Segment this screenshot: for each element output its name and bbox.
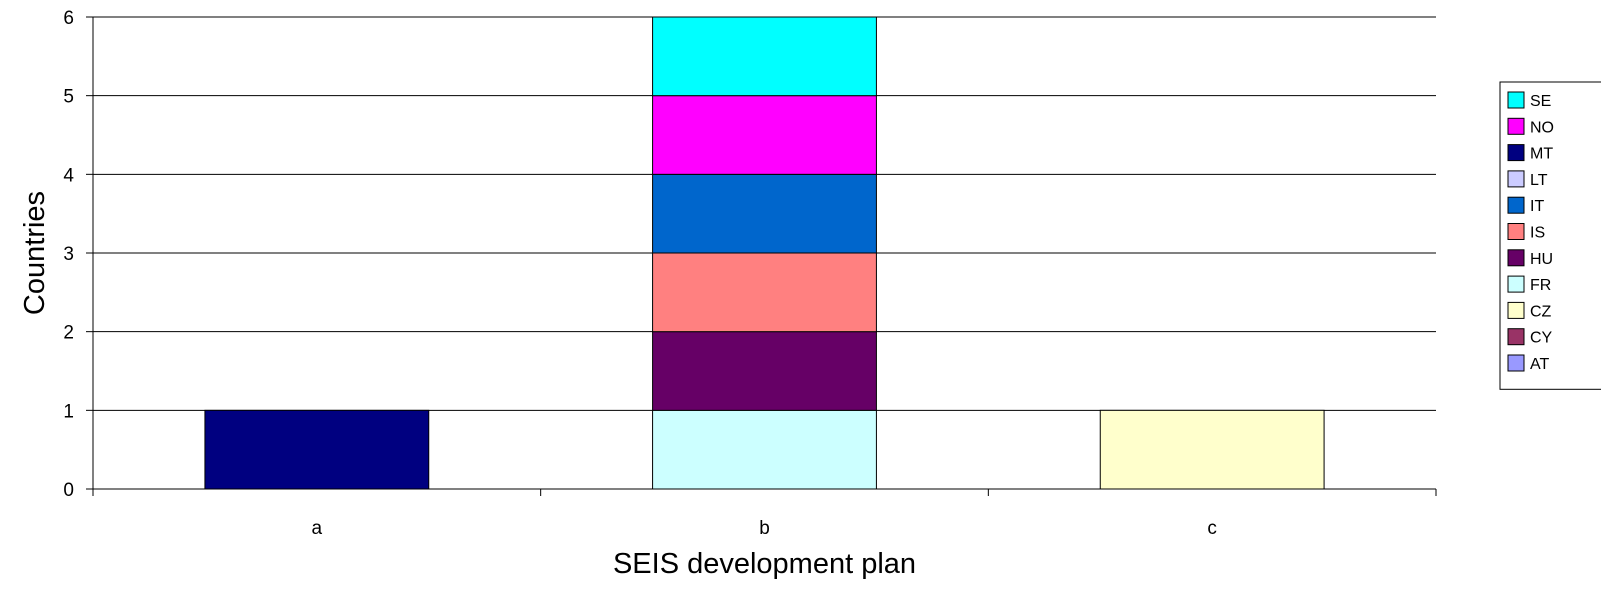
- legend-swatch-fr: [1507, 275, 1525, 293]
- legend-label-cz: CZ: [1530, 303, 1552, 320]
- legend-swatch-is: [1507, 223, 1525, 240]
- legend-swatch-cz: [1507, 301, 1525, 319]
- bar-segment-is-b: [652, 252, 877, 333]
- legend-label-hu: HU: [1530, 251, 1553, 268]
- legend-swatch-cy: [1507, 328, 1525, 346]
- legend-label-lt: LT: [1530, 172, 1548, 189]
- legend-label-no: NO: [1530, 119, 1554, 136]
- y-tick-label: 4: [63, 165, 74, 186]
- bar-segment-mt-a: [204, 409, 430, 490]
- legend-label-cy: CY: [1530, 330, 1553, 347]
- bar-segment-it-b: [652, 173, 877, 254]
- legend-swatch-at: [1507, 354, 1525, 372]
- bar-segment-cz-c: [1099, 409, 1325, 490]
- y-tick-labels: 0 1 2 3 4 5 6: [63, 8, 74, 501]
- y-tick-label: 1: [63, 401, 74, 422]
- legend-swatch-lt: [1507, 170, 1525, 188]
- legend-label-fr: FR: [1530, 277, 1551, 294]
- y-tick-label: 0: [63, 480, 74, 501]
- x-tick-labels: a b c: [312, 518, 1217, 539]
- y-tick-label: 6: [63, 8, 74, 29]
- legend-swatch-it: [1507, 196, 1525, 214]
- x-tick-label: c: [1207, 518, 1217, 539]
- legend-swatch-se: [1507, 91, 1525, 109]
- y-axis-title: Countries: [19, 191, 51, 315]
- bars: [204, 16, 1325, 490]
- legend-label-at: AT: [1530, 356, 1549, 373]
- bar-segment-hu-b: [652, 331, 877, 411]
- y-tick-label: 3: [63, 244, 74, 265]
- legend-label-is: IS: [1530, 225, 1545, 242]
- x-tick-label: b: [759, 518, 770, 539]
- x-axis-title: SEIS development plan: [613, 548, 916, 580]
- legend-label-mt: MT: [1530, 146, 1553, 163]
- legend-swatch-hu: [1507, 249, 1525, 267]
- legend-swatch-no: [1507, 117, 1525, 135]
- x-tick-label: a: [312, 518, 323, 539]
- legend: SE NO MT LT IT IS HU FR CZ CY AT: [1499, 81, 1601, 390]
- bar-segment-no-b: [652, 95, 877, 175]
- y-tick-label: 5: [63, 87, 74, 108]
- legend-swatch-mt: [1507, 144, 1525, 162]
- legend-label-it: IT: [1530, 198, 1544, 215]
- bar-segment-fr-b: [652, 409, 877, 490]
- bar-segment-se-b: [652, 16, 877, 97]
- y-tick-label: 2: [63, 323, 74, 344]
- legend-label-se: SE: [1530, 93, 1551, 110]
- axes: [86, 16, 1437, 496]
